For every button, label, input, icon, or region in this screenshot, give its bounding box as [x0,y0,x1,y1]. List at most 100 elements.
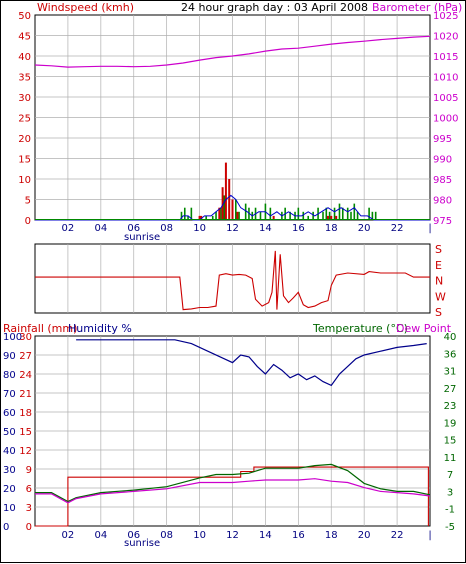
temperature-tick-label: 11 [444,453,457,464]
hour-tick-label: 18 [325,223,338,234]
barometer-tick-label: 1000 [433,114,458,125]
humidity-tick-label: 0 [3,522,9,533]
temperature-tick-label: 36 [444,349,457,360]
barometer-tick-label: 980 [433,196,452,207]
hour-tick-label: 02 [62,530,75,541]
hour-tick-label: 22 [391,223,404,234]
rainfall-tick-label: 27 [19,351,32,362]
rainfall-tick-label: 24 [19,370,32,381]
windspeed-axis-label: Windspeed (kmh) [37,1,134,14]
windspeed-ticks: 0 5 10 15 20 25 30 35 40 45 50 [18,11,31,227]
hour-tick-label: 14 [259,223,272,234]
hour-tick-label: | [428,530,431,541]
barometer-tick-label: 990 [433,155,452,166]
dewpoint-axis-label: Dew Point [396,322,452,335]
humidity-tick-label: 40 [3,446,16,457]
rainfall-tick-label: 18 [19,408,32,419]
windspeed-tick-label: 20 [18,134,31,145]
hour-tick-label: 16 [292,223,305,234]
top-hour-ticks: 02 04 06 08 10 12 14 16 18 20 22 | [62,223,432,234]
wind-series [34,35,431,221]
rainfall-tick-label: 3 [26,503,32,514]
humidity-axis-label: Humidity % [68,322,132,335]
barometer-tick-label: 1010 [433,73,458,84]
windspeed-tick-label: 5 [25,196,31,207]
rainfall-tick-label: 21 [19,389,32,400]
barometer-tick-label: 975 [433,216,452,227]
windspeed-tick-label: 45 [18,32,31,43]
hour-tick-label: 08 [160,530,173,541]
rain-humidity-temp-series [35,339,431,527]
hour-tick-label: 04 [94,223,107,234]
direction-tick-label: S [435,306,442,319]
humidity-tick-label: 70 [3,389,16,400]
rainfall-tick-label: 6 [26,484,32,495]
hour-tick-label: 12 [226,223,239,234]
temperature-tick-label: 3 [447,487,453,498]
direction-series [35,250,430,311]
direction-tick-label: E [435,259,442,272]
hour-tick-label: 10 [193,530,206,541]
temperature-ticks: -5 -1 3 7 11 15 19 23 27 31 36 40 [444,332,457,533]
temperature-tick-label: -5 [445,522,455,533]
sunrise-label-top: sunrise [124,232,160,243]
direction-grid [67,244,398,313]
temperature-tick-label: 27 [444,384,457,395]
windspeed-tick-label: 40 [18,52,31,63]
temperature-tick-label: 7 [447,470,453,481]
hour-tick-label: 08 [160,223,173,234]
bottom-grid [35,336,430,526]
direction-line [35,250,430,311]
humidity-tick-label: 20 [3,484,16,495]
hour-tick-label: 18 [325,530,338,541]
humidity-tick-label: 10 [3,503,16,514]
direction-tick-label: S [435,243,442,256]
bottom-hour-ticks: 02 04 06 08 10 12 14 16 18 20 22 | [62,530,432,541]
hour-tick-label: 06 [127,223,140,234]
temperature-tick-label: 23 [444,401,457,412]
hour-tick-label: 06 [127,530,140,541]
humidity-tick-label: 90 [3,351,16,362]
humidity-ticks: 0 10 20 30 40 50 60 70 80 90 100 [3,332,22,533]
rainfall-ticks: 0 3 6 9 12 15 18 21 24 27 30 [19,332,32,533]
windspeed-tick-label: 35 [18,73,31,84]
humidity-line [76,339,427,387]
hour-tick-label: 20 [358,530,371,541]
barometer-tick-label: 1015 [433,52,458,63]
hour-tick-label: | [428,223,431,234]
hour-tick-label: 22 [391,530,404,541]
humidity-tick-label: 100 [3,332,22,343]
temperature-tick-label: 19 [444,418,457,429]
windspeed-tick-label: 25 [18,114,31,125]
windspeed-tick-label: 15 [18,155,31,166]
rainfall-tick-label: 0 [26,522,32,533]
temperature-tick-label: 31 [444,367,457,378]
direction-tick-label: N [435,275,443,288]
rainfall-tick-label: 9 [26,465,32,476]
barometer-axis-label: Barometer (hPa) [372,1,462,14]
hour-tick-label: 16 [292,530,305,541]
barometer-tick-label: 1020 [433,32,458,43]
chart-title: 24 hour graph day : 03 April 2008 [181,1,368,14]
hour-tick-label: 02 [62,223,75,234]
humidity-tick-label: 60 [3,408,16,419]
dewpoint-line [35,478,431,504]
temperature-tick-label: 40 [444,332,457,343]
barometer-tick-label: 985 [433,175,452,186]
humidity-tick-label: 80 [3,370,16,381]
rainfall-tick-label: 12 [19,446,32,457]
temperature-tick-label: 15 [444,436,457,447]
temperature-axis-label: Temperature (°C) [312,322,408,335]
temperature-tick-label: -1 [445,505,455,516]
humidity-tick-label: 50 [3,427,16,438]
hour-tick-label: 10 [193,223,206,234]
barometer-line [34,35,431,68]
hour-tick-label: 04 [94,530,107,541]
rainfall-tick-label: 30 [19,332,32,343]
rainfall-tick-label: 15 [19,427,32,438]
temperature-line [35,463,431,503]
top-grid [35,15,430,220]
